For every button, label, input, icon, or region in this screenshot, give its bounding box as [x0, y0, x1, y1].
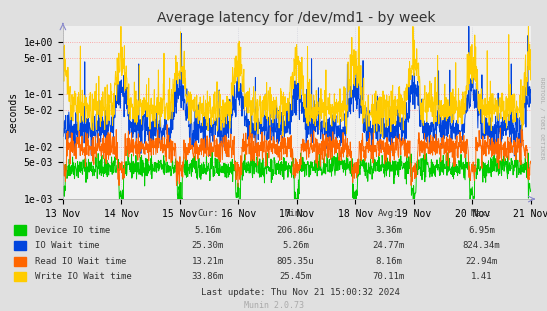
Text: 5.16m: 5.16m	[194, 226, 222, 234]
Text: Cur:: Cur:	[197, 209, 219, 218]
Text: Last update: Thu Nov 21 15:00:32 2024: Last update: Thu Nov 21 15:00:32 2024	[201, 288, 400, 297]
Text: Avg:: Avg:	[377, 209, 399, 218]
Text: 25.45m: 25.45m	[280, 272, 311, 281]
Text: Max:: Max:	[470, 209, 492, 218]
Text: 13.21m: 13.21m	[192, 257, 224, 266]
Text: 206.86u: 206.86u	[277, 226, 314, 234]
Text: 5.26m: 5.26m	[282, 241, 309, 250]
Text: Write IO Wait time: Write IO Wait time	[35, 272, 132, 281]
Text: 3.36m: 3.36m	[375, 226, 402, 234]
Text: Min:: Min:	[284, 209, 306, 218]
Y-axis label: seconds: seconds	[8, 92, 18, 133]
Text: IO Wait time: IO Wait time	[35, 241, 100, 250]
Text: 25.30m: 25.30m	[192, 241, 224, 250]
Text: 824.34m: 824.34m	[463, 241, 500, 250]
Text: Munin 2.0.73: Munin 2.0.73	[243, 301, 304, 310]
Title: Average latency for /dev/md1 - by week: Average latency for /dev/md1 - by week	[158, 11, 436, 25]
Text: 6.95m: 6.95m	[468, 226, 495, 234]
Text: Device IO time: Device IO time	[35, 226, 110, 234]
Text: RRDTOOL / TOBI OETIKER: RRDTOOL / TOBI OETIKER	[539, 77, 544, 160]
Text: 33.86m: 33.86m	[192, 272, 224, 281]
Text: 70.11m: 70.11m	[373, 272, 404, 281]
Text: 22.94m: 22.94m	[465, 257, 497, 266]
Text: 1.41: 1.41	[470, 272, 492, 281]
Text: 24.77m: 24.77m	[373, 241, 404, 250]
Text: 8.16m: 8.16m	[375, 257, 402, 266]
Text: Read IO Wait time: Read IO Wait time	[35, 257, 126, 266]
Text: 805.35u: 805.35u	[277, 257, 314, 266]
